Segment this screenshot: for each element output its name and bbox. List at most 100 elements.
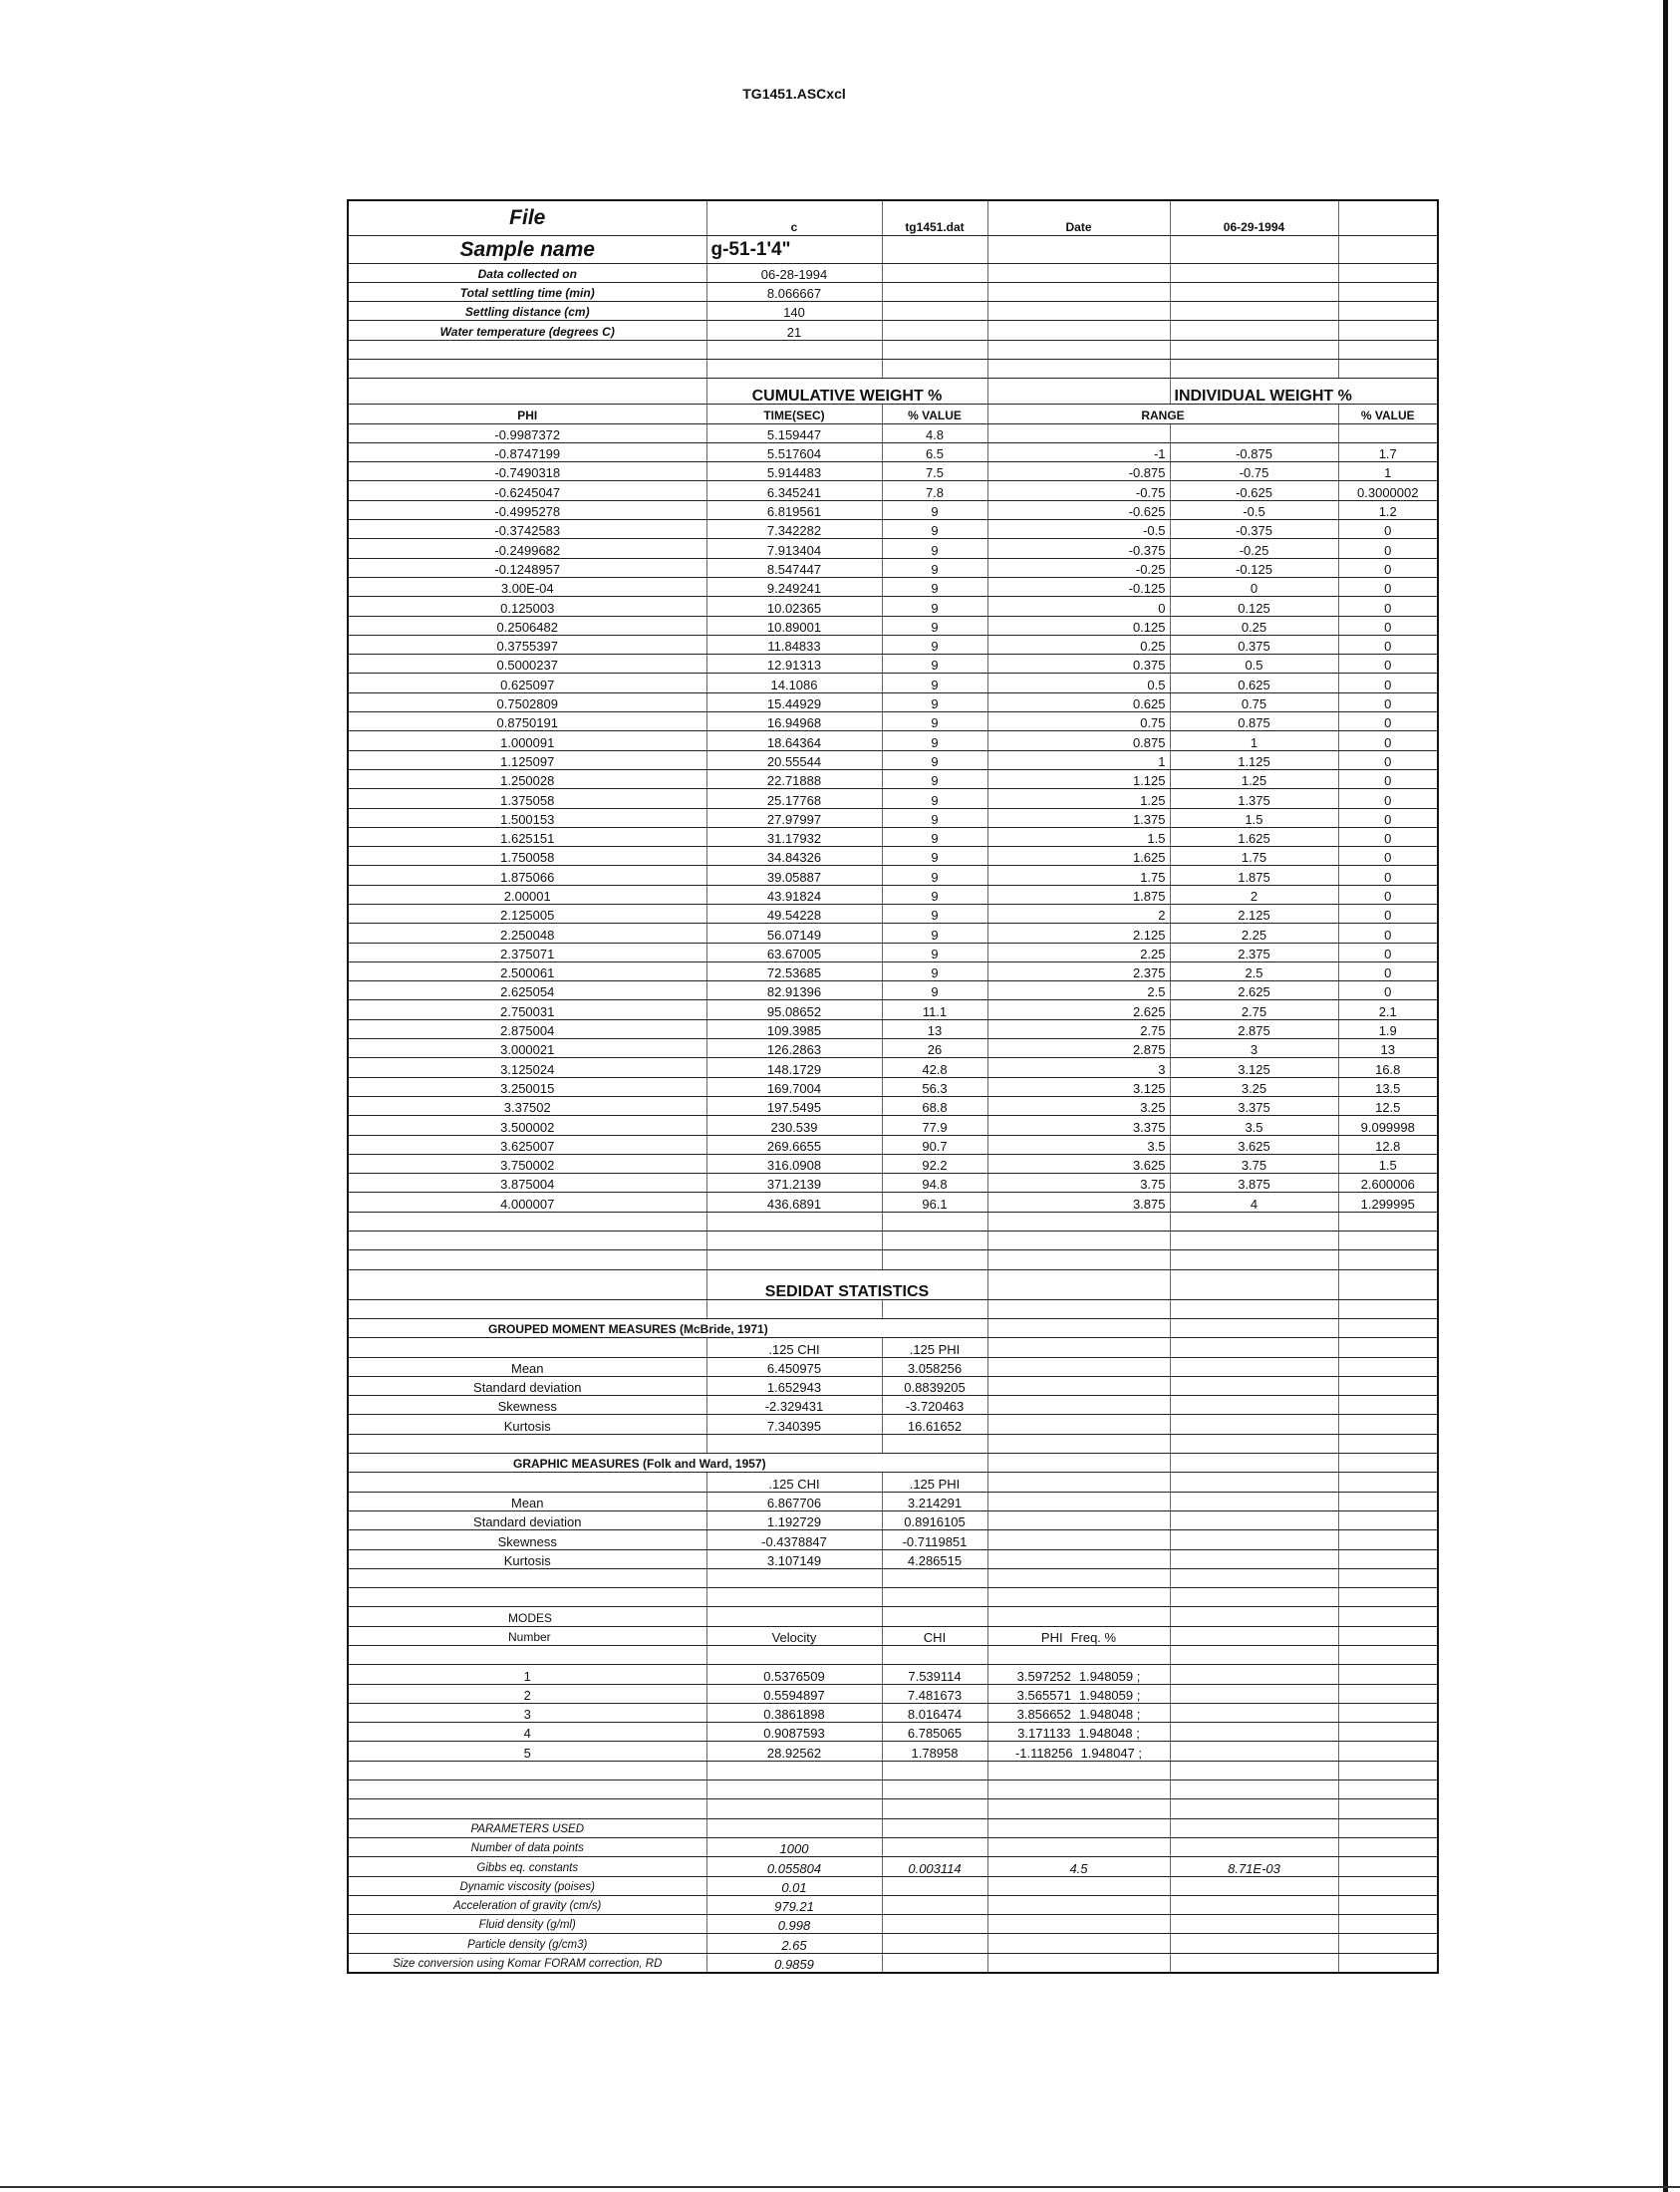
data-row: 2.00001 43.91824 9 1.875 2 0 <box>347 884 1439 906</box>
empty-cell <box>1337 1702 1439 1724</box>
empty-cell <box>1337 281 1439 303</box>
phi-cell: 2.125005 <box>347 903 707 925</box>
parameter-label: Number of data points <box>347 1836 707 1858</box>
stats-title: SEDIDAT STATISTICS <box>705 1268 988 1300</box>
blank-row <box>347 1587 1439 1608</box>
empty-cell <box>1337 1509 1439 1531</box>
empty-cell <box>1169 1702 1339 1724</box>
ind-pct-cell: 1.5 <box>1337 1153 1439 1175</box>
phi-cell: 1.750058 <box>347 846 707 867</box>
time-cell: 25.17768 <box>705 788 883 809</box>
data-row: 3.37502 197.5495 68.8 3.25 3.375 12.5 <box>347 1095 1439 1117</box>
number-header: Number <box>347 1625 707 1646</box>
cum-pct-cell: 68.8 <box>881 1095 988 1117</box>
empty-cell <box>705 1798 883 1819</box>
ind-pct-cell: 0 <box>1337 960 1439 982</box>
range-to-cell: 2.5 <box>1169 960 1339 982</box>
empty-cell <box>1169 1337 1339 1358</box>
cell-value: 3.565571 <box>1016 1687 1071 1703</box>
empty-cell <box>347 1472 707 1493</box>
data-row: 2.625054 82.91396 9 2.5 2.625 0 <box>347 980 1439 1001</box>
graphic-row: Kurtosis 3.107149 4.286515 <box>347 1548 1439 1569</box>
grouped-row: Skewness -2.329431 -3.720463 <box>347 1395 1439 1416</box>
empty-cell <box>881 1249 988 1270</box>
time-cell: 43.91824 <box>705 884 883 906</box>
cum-pct-cell: 26 <box>881 1038 988 1059</box>
range-to-cell: -0.25 <box>1169 538 1339 559</box>
measure-label: Standard deviation <box>347 1375 707 1397</box>
empty-cell <box>1169 320 1339 341</box>
empty-cell <box>1169 1683 1339 1704</box>
empty-cell <box>347 1798 707 1819</box>
time-header: TIME(SEC) <box>705 404 883 424</box>
time-cell: 10.02365 <box>705 596 883 617</box>
empty-cell <box>881 1760 988 1781</box>
empty-cell <box>1169 1491 1339 1511</box>
time-cell: 95.08652 <box>705 999 883 1020</box>
range-from-cell: -0.75 <box>986 480 1171 501</box>
time-cell: 316.0908 <box>705 1153 883 1175</box>
empty-cell <box>1337 1491 1439 1511</box>
cell-value: PHI <box>1040 1629 1063 1645</box>
empty-cell <box>881 1567 988 1589</box>
empty-cell <box>986 358 1171 380</box>
mode-velocity: 0.5594897 <box>705 1683 883 1704</box>
range-to-cell: 1 <box>1169 730 1339 751</box>
ind-pct-cell: 0 <box>1337 615 1439 636</box>
ind-pct-cell: 0 <box>1337 749 1439 770</box>
measure-label: Mean <box>347 1356 707 1377</box>
blank-row <box>347 339 1439 360</box>
data-row: 3.875004 371.2139 94.8 3.75 3.875 2.600006 <box>347 1173 1439 1194</box>
phi-cell: 0.5000237 <box>347 654 707 675</box>
measure-label: Skewness <box>347 1395 707 1416</box>
empty-cell <box>881 301 988 322</box>
range-to-cell: 0.5 <box>1169 654 1339 675</box>
range-from-cell: 1.75 <box>986 865 1171 886</box>
mode-phi-freq: 3.597252 1.948059 ; <box>986 1664 1171 1685</box>
data-row: 3.500002 230.539 77.9 3.375 3.5 9.099998 <box>347 1115 1439 1136</box>
time-cell: 72.53685 <box>705 960 883 982</box>
range-to-cell: 3.75 <box>1169 1153 1339 1175</box>
empty-cell <box>1337 1375 1439 1397</box>
chi-header: .125 CHI <box>705 1472 883 1493</box>
empty-cell <box>1169 234 1339 264</box>
empty-cell <box>1337 339 1439 360</box>
file-drive: c <box>705 199 883 236</box>
empty-cell <box>986 1491 1171 1511</box>
cum-pct-cell: 92.2 <box>881 1153 988 1175</box>
parameter-value-2 <box>881 1914 988 1935</box>
empty-cell <box>1337 1472 1439 1493</box>
range-to-cell: 2.875 <box>1169 1018 1339 1040</box>
empty-cell <box>986 262 1171 283</box>
chi-value: 1.652943 <box>705 1375 883 1397</box>
range-from-cell: 0.125 <box>986 615 1171 636</box>
mode-number: 1 <box>347 1664 707 1685</box>
ind-pct-cell: 0 <box>1337 826 1439 848</box>
parameter-value-2 <box>881 1894 988 1916</box>
ind-pct-cell: 12.5 <box>1337 1095 1439 1117</box>
cum-pct-cell: 94.8 <box>881 1173 988 1194</box>
time-cell: 31.17932 <box>705 826 883 848</box>
range-from-cell: 1.375 <box>986 807 1171 828</box>
empty-cell <box>347 1644 707 1666</box>
empty-cell <box>881 1433 988 1455</box>
data-row: 1.875066 39.05887 9 1.75 1.875 0 <box>347 865 1439 886</box>
empty-cell <box>986 1268 1171 1300</box>
measure-label: Skewness <box>347 1529 707 1550</box>
range-from-cell: 0.75 <box>986 711 1171 732</box>
phi-cell: -0.7490318 <box>347 461 707 482</box>
phi-cell: 3.000021 <box>347 1038 707 1059</box>
phi-value: -3.720463 <box>881 1395 988 1416</box>
phi-cell: 1.375058 <box>347 788 707 809</box>
empty-cell <box>881 1798 988 1819</box>
blank-row <box>347 1780 1439 1800</box>
time-cell: 12.91313 <box>705 654 883 675</box>
data-row: 1.125097 20.55544 9 1 1.125 0 <box>347 749 1439 770</box>
scan-edge <box>1663 0 1668 2192</box>
data-row: 0.625097 14.1086 9 0.5 0.625 0 <box>347 673 1439 693</box>
cum-pct-cell: 9 <box>881 596 988 617</box>
empty-cell <box>881 1211 988 1233</box>
cum-pct-cell: 9 <box>881 923 988 944</box>
empty-cell <box>1169 1298 1339 1319</box>
data-row: -0.8747199 5.517604 6.5 -1 -0.875 1.7 <box>347 441 1439 463</box>
